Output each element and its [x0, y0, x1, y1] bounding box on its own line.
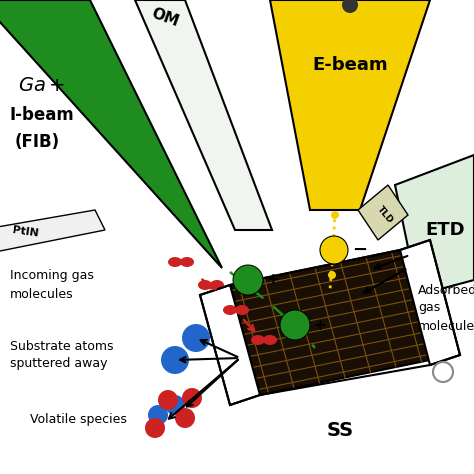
Text: (FIB): (FIB) — [15, 133, 60, 151]
Circle shape — [320, 236, 348, 264]
Text: ETD: ETD — [425, 221, 465, 239]
Polygon shape — [395, 155, 474, 295]
Ellipse shape — [198, 280, 212, 290]
Circle shape — [145, 418, 165, 438]
Text: TLD: TLD — [375, 205, 395, 225]
Circle shape — [161, 346, 189, 374]
Polygon shape — [135, 0, 272, 230]
Circle shape — [328, 271, 336, 279]
Circle shape — [182, 324, 210, 352]
Text: SS: SS — [327, 420, 354, 439]
Text: I-beam: I-beam — [10, 106, 75, 124]
Ellipse shape — [180, 257, 194, 267]
Ellipse shape — [235, 305, 249, 315]
Text: PtlN: PtlN — [11, 225, 39, 239]
Text: Incoming gas
molecules: Incoming gas molecules — [10, 270, 94, 301]
Circle shape — [433, 362, 453, 382]
Text: $Ga+$: $Ga+$ — [18, 75, 65, 94]
Text: Adsorbed
gas
molecules: Adsorbed gas molecules — [418, 283, 474, 332]
Ellipse shape — [168, 257, 182, 267]
Circle shape — [233, 265, 263, 295]
Circle shape — [331, 211, 339, 219]
Polygon shape — [358, 185, 408, 240]
Circle shape — [175, 408, 195, 428]
Ellipse shape — [223, 305, 237, 315]
Text: Substrate atoms
sputtered away: Substrate atoms sputtered away — [10, 339, 113, 371]
Text: Volatile species: Volatile species — [30, 413, 127, 427]
Text: −: − — [352, 241, 367, 259]
Polygon shape — [0, 0, 222, 268]
Circle shape — [182, 388, 202, 408]
Polygon shape — [230, 250, 430, 395]
Polygon shape — [200, 285, 260, 405]
Circle shape — [165, 395, 185, 415]
Ellipse shape — [210, 280, 224, 290]
Ellipse shape — [251, 335, 265, 345]
Text: OM: OM — [149, 6, 181, 30]
Circle shape — [280, 310, 310, 340]
Circle shape — [158, 390, 178, 410]
Polygon shape — [270, 0, 430, 210]
Text: +: + — [266, 273, 279, 288]
Polygon shape — [400, 240, 460, 365]
Circle shape — [342, 0, 358, 13]
Circle shape — [148, 405, 168, 425]
Text: +: + — [313, 318, 326, 332]
Ellipse shape — [263, 335, 277, 345]
Polygon shape — [0, 210, 105, 255]
Text: E-beam: E-beam — [312, 56, 388, 74]
